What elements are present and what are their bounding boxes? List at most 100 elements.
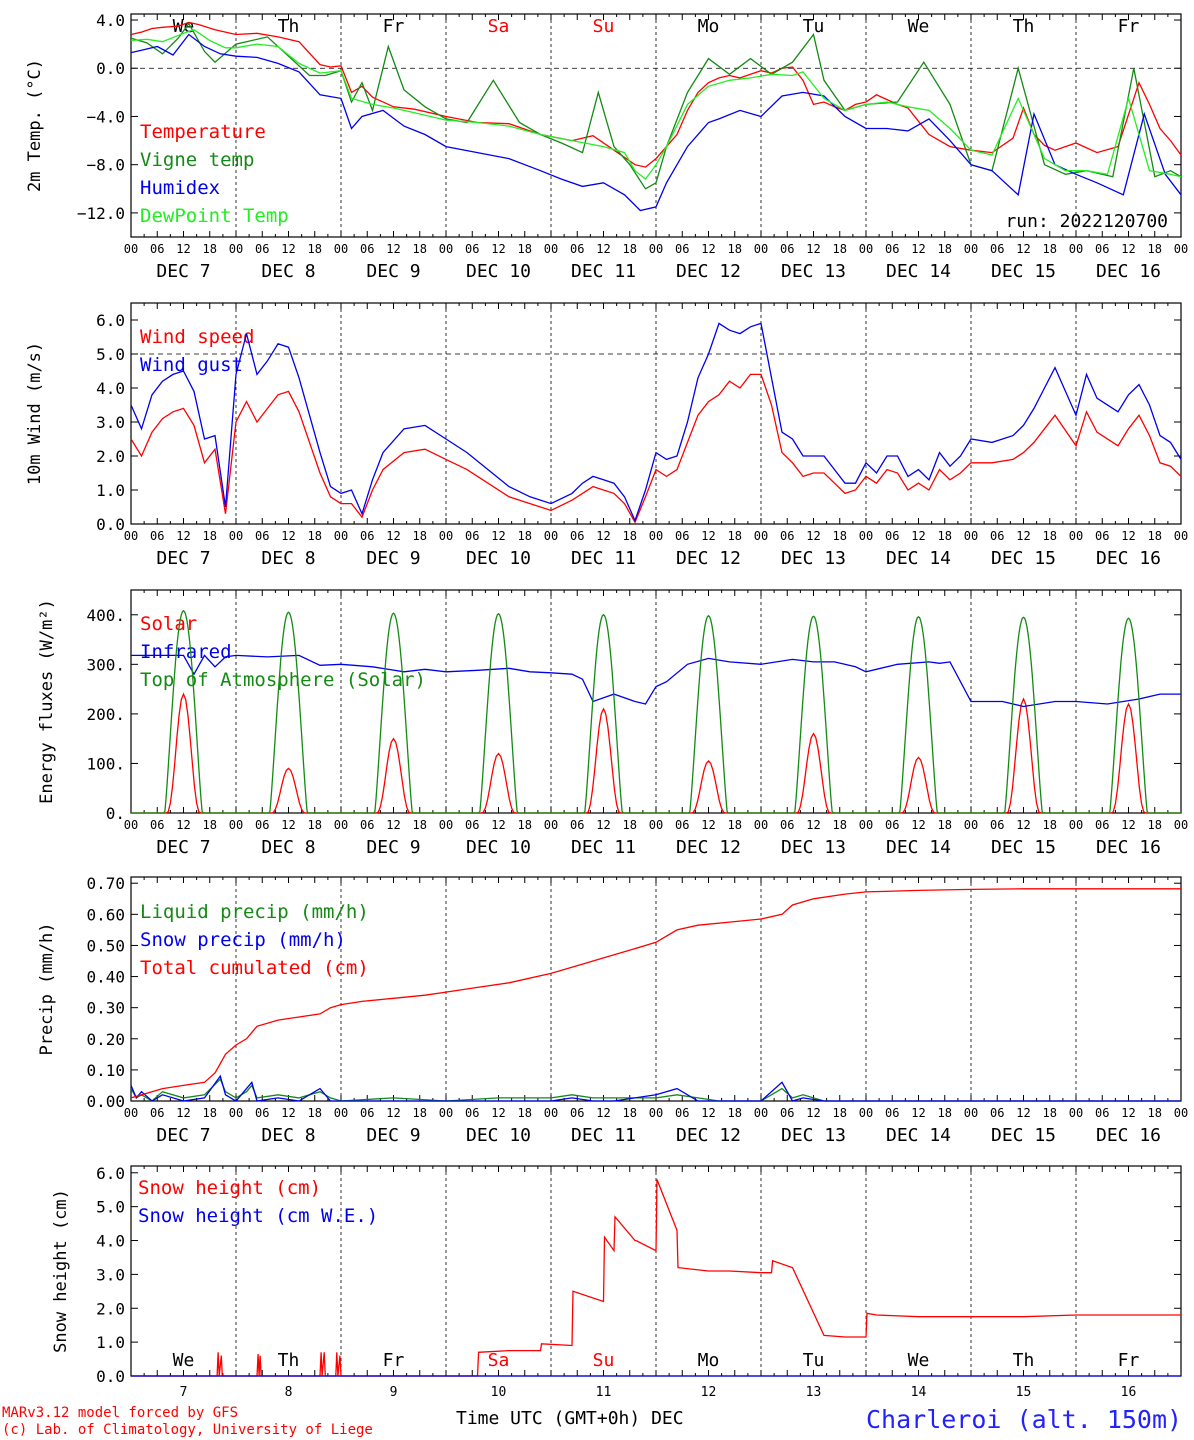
legend-entry: Liquid precip (mm/h) [140, 901, 369, 923]
hour-tick-label: 00 [439, 818, 453, 832]
hour-tick-label: 06 [570, 242, 584, 256]
hour-tick-label: 18 [203, 529, 217, 543]
hour-tick-label: 00 [124, 1106, 138, 1120]
weekday-label: Th [278, 16, 300, 37]
weekday-label: Th [1013, 16, 1035, 37]
weekday-label: Tu [803, 1350, 825, 1371]
day-number-label: 14 [911, 1385, 927, 1400]
hour-tick-label: 06 [990, 529, 1004, 543]
date-label: DEC 16 [1096, 261, 1161, 282]
hour-tick-label: 00 [439, 1106, 453, 1120]
hour-tick-label: 00 [1069, 529, 1083, 543]
hour-tick-label: 00 [544, 529, 558, 543]
legend-entry: Humidex [140, 177, 220, 199]
hour-tick-label: 06 [780, 529, 794, 543]
date-label: DEC 14 [886, 548, 951, 569]
y-tick-label: 0.40 [86, 968, 125, 987]
hour-tick-label: 12 [596, 529, 610, 543]
hour-tick-label: 18 [308, 242, 322, 256]
hour-tick-label: 06 [885, 1106, 899, 1120]
date-label: DEC 14 [886, 837, 951, 858]
weekday-label: Sa [488, 1350, 510, 1371]
hour-tick-label: 12 [491, 242, 505, 256]
legend-entry: Total cumulated (cm) [140, 957, 369, 979]
date-label: DEC 7 [156, 261, 210, 282]
hour-tick-label: 18 [1043, 1106, 1057, 1120]
hour-tick-label: 12 [806, 1106, 820, 1120]
date-label: DEC 16 [1096, 837, 1161, 858]
date-label: DEC 15 [991, 261, 1056, 282]
date-label: DEC 12 [676, 548, 741, 569]
hour-tick-label: 00 [964, 242, 978, 256]
hour-tick-label: 12 [911, 818, 925, 832]
hour-tick-label: 00 [1174, 1106, 1188, 1120]
hour-tick-label: 00 [1069, 1106, 1083, 1120]
hour-tick-label: 00 [334, 529, 348, 543]
date-label: DEC 11 [571, 261, 636, 282]
y-tick-label: 6.0 [96, 311, 125, 330]
hour-tick-label: 00 [124, 818, 138, 832]
y-tick-label: 2.0 [96, 447, 125, 466]
date-label: DEC 14 [886, 1125, 951, 1146]
day-number-label: 16 [1121, 1385, 1137, 1400]
hour-tick-label: 12 [1016, 818, 1030, 832]
date-label: DEC 10 [466, 1125, 531, 1146]
hour-tick-label: 12 [806, 529, 820, 543]
y-axis-label: 2m Temp. (°C) [25, 59, 45, 192]
hour-tick-label: 00 [859, 818, 873, 832]
y-tick-label: 0.0 [96, 1367, 125, 1386]
hour-tick-label: 06 [885, 818, 899, 832]
hour-tick-label: 06 [465, 242, 479, 256]
date-label: DEC 9 [366, 1125, 420, 1146]
day-number-label: 7 [180, 1385, 188, 1400]
weekday-label: Fr [1118, 16, 1140, 37]
date-label: DEC 11 [571, 1125, 636, 1146]
y-axis-label: 10m Wind (m/s) [25, 342, 45, 485]
hour-tick-label: 06 [150, 1106, 164, 1120]
hour-tick-label: 18 [518, 529, 532, 543]
weekday-label: Su [593, 1350, 615, 1371]
hour-tick-label: 18 [413, 1106, 427, 1120]
hour-tick-label: 18 [1043, 242, 1057, 256]
weekday-label: We [908, 16, 930, 37]
hour-tick-label: 12 [281, 818, 295, 832]
y-axis-label: Precip (mm/h) [37, 922, 57, 1055]
hour-tick-label: 00 [1069, 818, 1083, 832]
hour-tick-label: 12 [1121, 242, 1135, 256]
hour-tick-label: 18 [308, 818, 322, 832]
date-label: DEC 11 [571, 837, 636, 858]
y-tick-label: 0.70 [86, 874, 125, 893]
hour-tick-label: 18 [518, 1106, 532, 1120]
hour-tick-label: 18 [623, 818, 637, 832]
hour-tick-label: 18 [413, 242, 427, 256]
legend-entry: Snow height (cm) [138, 1177, 321, 1199]
date-label: DEC 8 [261, 261, 315, 282]
hour-tick-label: 00 [229, 242, 243, 256]
day-number-label: 15 [1016, 1385, 1032, 1400]
hour-tick-label: 12 [386, 1106, 400, 1120]
day-number-label: 11 [596, 1385, 612, 1400]
panel-5: 0.0 1.0 2.0 3.0 4.0 5.0 6.0 Snow height (cm) 7 8 9… [51, 1164, 1181, 1400]
plot-frame [131, 14, 1181, 237]
date-label: DEC 12 [676, 261, 741, 282]
model-credit: MARv3.12 model forced by GFS [2, 1405, 238, 1421]
station-name: Charleroi (alt. 150m) [866, 1405, 1182, 1434]
hour-tick-label: 00 [229, 818, 243, 832]
run-label: run: 2022120700 [1005, 211, 1168, 232]
hour-tick-label: 06 [780, 818, 794, 832]
panel-1: 4.00.0−4.0−8.0−12.02m Temp. (°C)00 06 12 18… [25, 11, 1188, 282]
hour-tick-label: 12 [491, 1106, 505, 1120]
hour-tick-label: 18 [938, 242, 952, 256]
y-tick-label: 0.60 [86, 905, 125, 924]
date-label: DEC 7 [156, 1125, 210, 1146]
hour-tick-label: 06 [360, 818, 374, 832]
hour-tick-label: 06 [465, 529, 479, 543]
hour-tick-label: 06 [150, 242, 164, 256]
hour-tick-label: 00 [964, 818, 978, 832]
date-label: DEC 9 [366, 261, 420, 282]
y-tick-label: 4.0 [96, 379, 125, 398]
date-label: DEC 7 [156, 837, 210, 858]
lab-credit: (c) Lab. of Climatology, University of L… [2, 1422, 373, 1438]
y-tick-label: 0.30 [86, 999, 125, 1018]
hour-tick-label: 06 [675, 818, 689, 832]
